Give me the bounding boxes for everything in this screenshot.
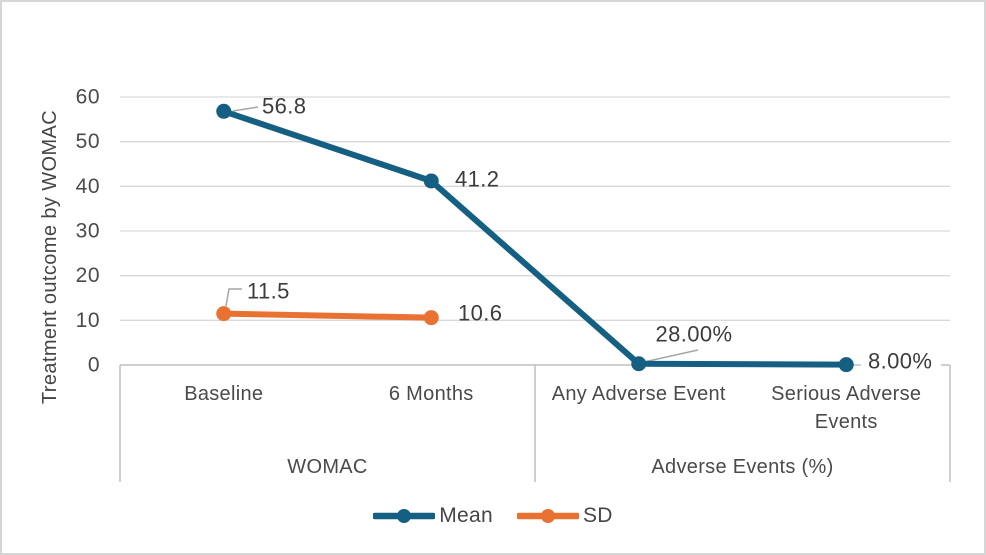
category-label: Serious Adverse <box>771 383 921 405</box>
y-tick-label: 30 <box>76 220 100 243</box>
sd-data-point-marker <box>423 310 439 326</box>
axis-group-label: WOMAC <box>287 456 367 478</box>
data-label-leader-line <box>232 106 259 112</box>
data-label: 41.2 <box>455 167 499 192</box>
y-tick-label: 10 <box>76 309 100 332</box>
y-axis-title: Treatment outcome by WOMAC <box>39 109 61 405</box>
sd-swatch-marker <box>540 509 555 523</box>
data-label: 11.5 <box>247 279 290 304</box>
sd-series-line <box>220 310 435 321</box>
legend-item-mean: Mean <box>373 504 493 528</box>
mean-data-point-marker <box>423 173 439 189</box>
y-tick-label: 50 <box>76 130 100 153</box>
legend-label-mean: Mean <box>439 504 493 527</box>
mean-data-point-marker <box>631 356 647 372</box>
data-label: 10.6 <box>458 301 502 326</box>
y-tick-label: 20 <box>76 264 100 287</box>
sd-line-swatch <box>516 509 579 523</box>
category-label: Any Adverse Event <box>552 383 726 405</box>
mean-data-point-marker <box>216 103 232 119</box>
legend-label-sd: SD <box>582 504 613 527</box>
axis-group-label: Adverse Events (%) <box>651 456 833 478</box>
mean-swatch-marker <box>397 509 412 523</box>
data-label: 56.8 <box>262 94 306 119</box>
sd-data-point-marker <box>216 306 232 322</box>
legend: Mean SD <box>0 504 986 528</box>
y-tick-label: 40 <box>76 175 100 198</box>
data-label-leader-line <box>643 349 699 363</box>
y-tick-label: 0 <box>88 354 100 377</box>
category-label: Baseline <box>184 383 263 405</box>
data-label-background <box>861 349 941 373</box>
data-label: 28.00% <box>655 322 732 347</box>
mean-series-line <box>220 108 850 368</box>
category-label: Events <box>815 411 878 433</box>
mean-line-swatch <box>373 509 436 523</box>
data-label: 8.00% <box>868 349 932 374</box>
legend-item-sd: SD <box>516 504 613 528</box>
data-label-leader-line <box>225 288 242 307</box>
mean-data-point-marker <box>838 357 854 373</box>
category-label: 6 Months <box>389 383 474 405</box>
y-tick-label: 60 <box>76 86 100 109</box>
